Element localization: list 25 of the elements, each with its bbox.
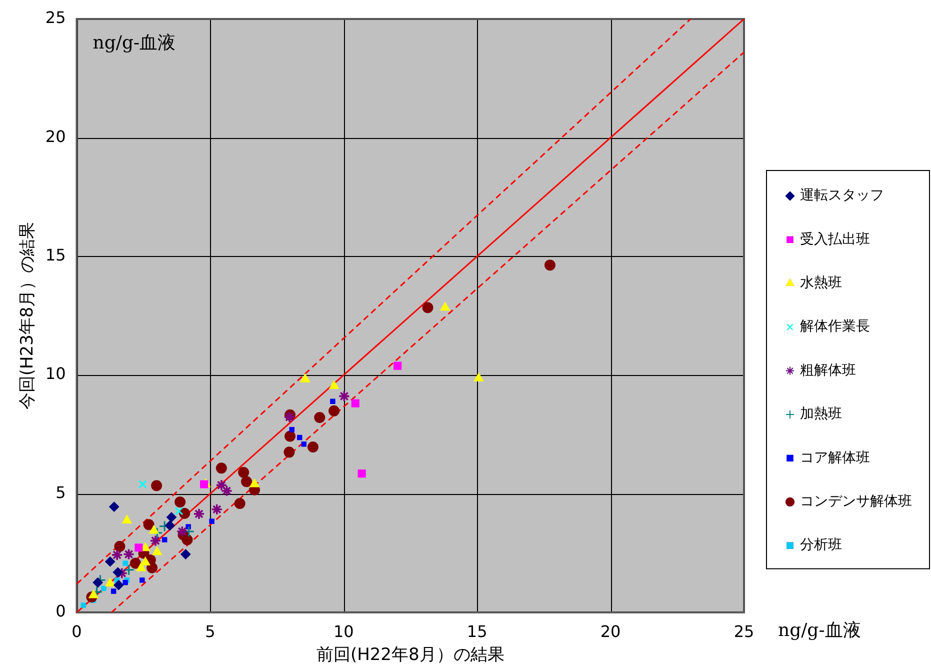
x-tick-label: 25 (734, 622, 754, 642)
y-tick-label: 5 (56, 482, 66, 502)
x-tick-label: 20 (600, 622, 621, 642)
y-tick-label: 15 (45, 246, 66, 265)
annotation: ng/g-血液 (92, 32, 176, 54)
x-tick-label: 0 (72, 622, 82, 642)
y-axis-title: 今回(H23年8月）の結果 (18, 222, 38, 410)
x-axis-title: 前回(H22年8月）の結果 (316, 645, 504, 666)
legend-label: 運転スタッフ (800, 188, 884, 204)
y-tick-label: 0 (56, 602, 66, 621)
legend-label: 水熱班 (800, 275, 842, 292)
legend-label: コンデンサ解体班 (800, 494, 912, 510)
legend-label: 粗解体班 (800, 362, 856, 378)
legend-label: 分析班 (800, 537, 842, 554)
x-tick-label: 5 (205, 622, 216, 642)
y-tick-label: 25 (45, 8, 66, 28)
y-tick-label: 10 (45, 364, 66, 384)
y-tick-label: 20 (45, 126, 66, 146)
text: ng/g-血液 (778, 620, 861, 642)
x-tick-label: 15 (466, 622, 488, 642)
legend-label: コア解体班 (800, 450, 870, 466)
legend-label: 受入払出班 (800, 231, 870, 248)
x-tick-label: 10 (333, 622, 354, 642)
legend-label: 解体作業長 (800, 318, 870, 335)
legend-label: 加熱班 (800, 406, 842, 422)
